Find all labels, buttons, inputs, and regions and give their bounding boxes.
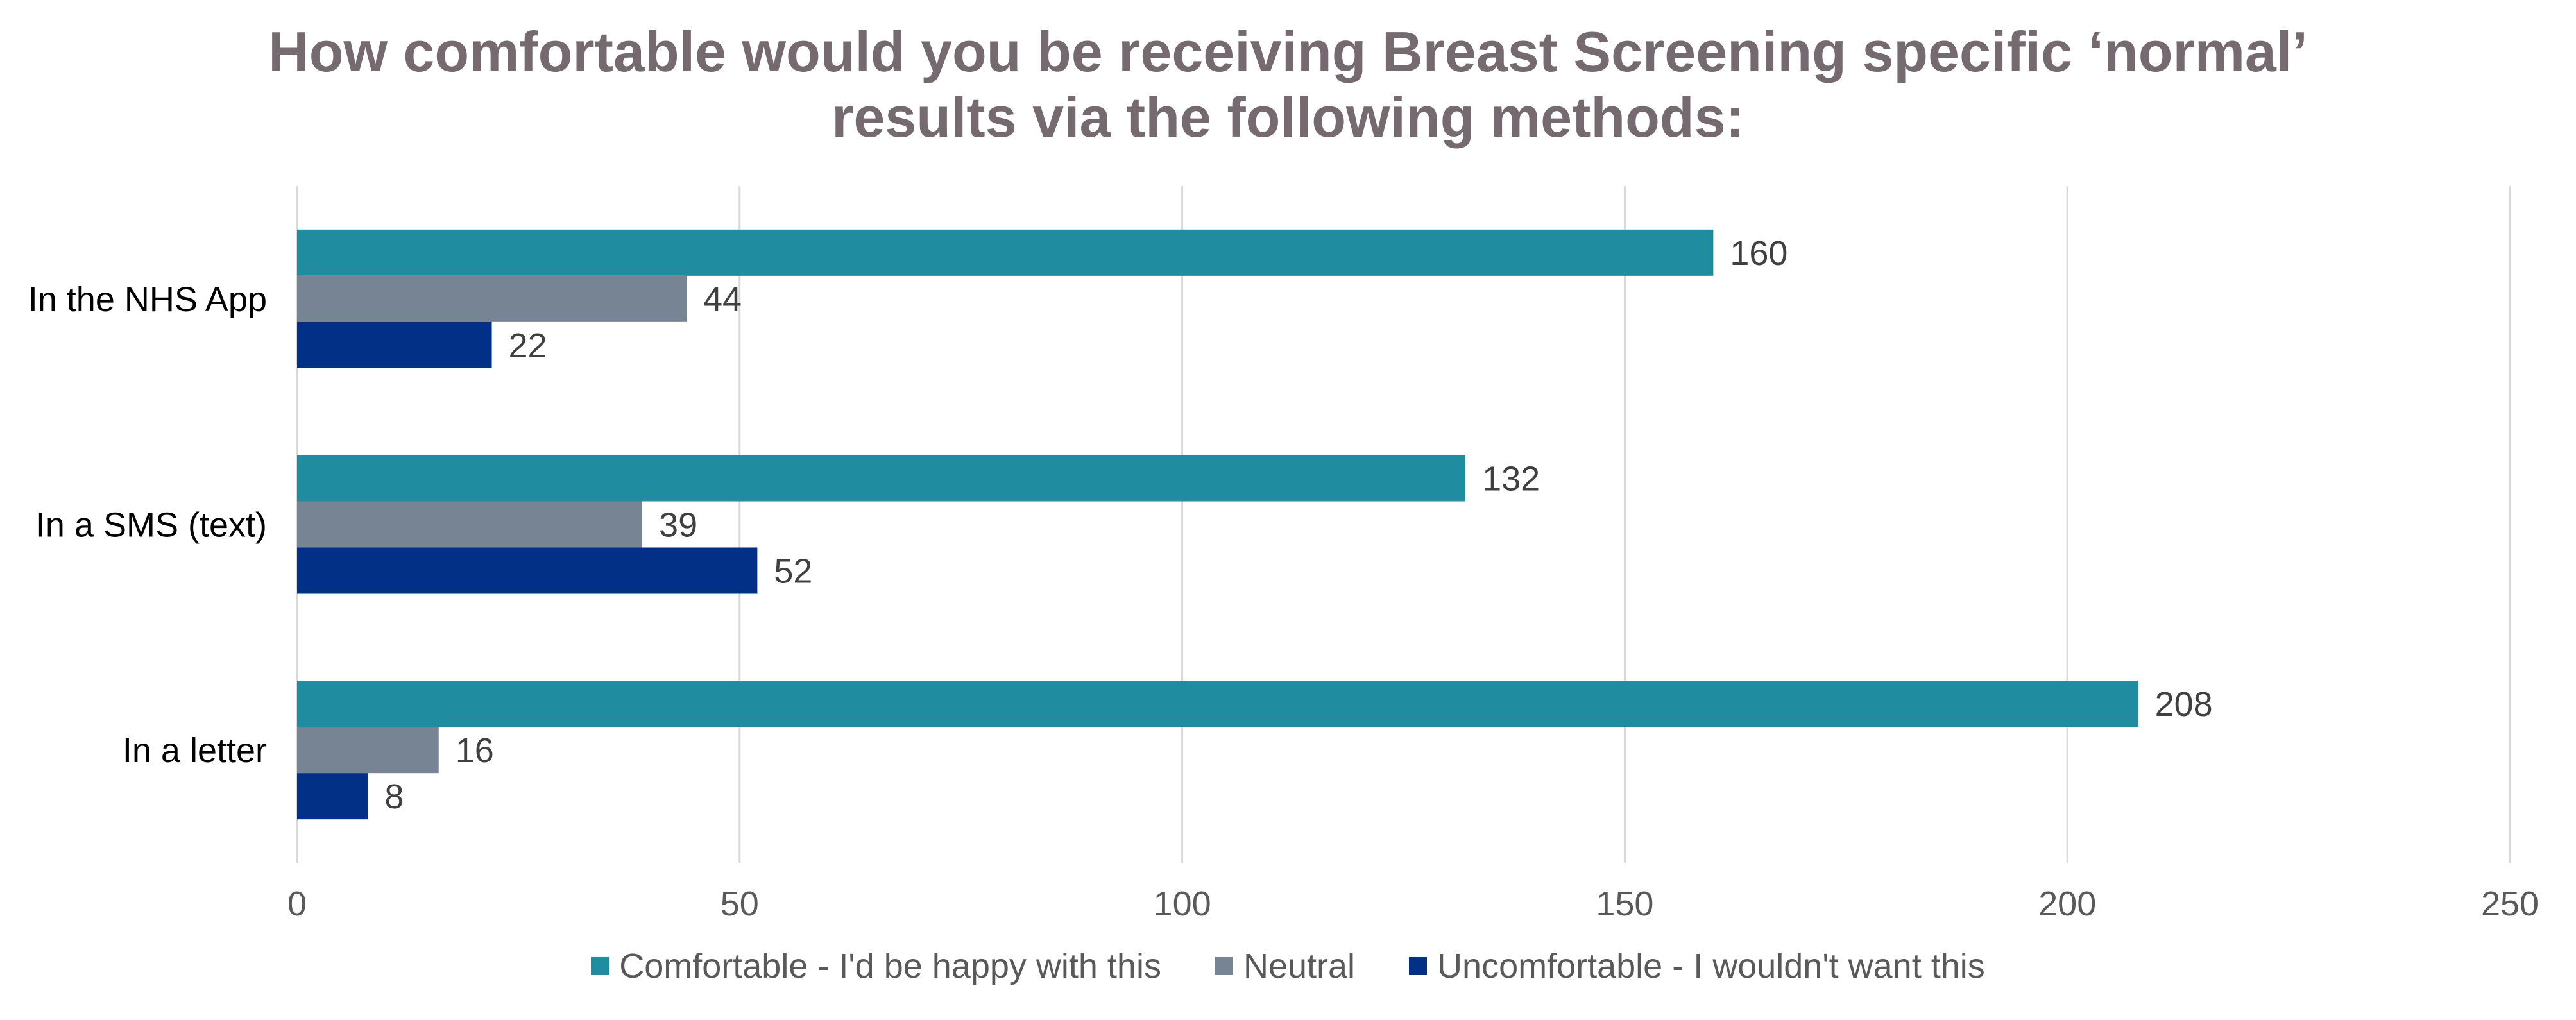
bar bbox=[297, 681, 2138, 727]
chart-title: How comfortable would you be receiving B… bbox=[0, 19, 2576, 150]
legend-swatch bbox=[1409, 957, 1428, 975]
x-tick-label: 200 bbox=[2038, 885, 2096, 923]
bar bbox=[297, 321, 492, 368]
data-label: 39 bbox=[659, 506, 697, 545]
labels: 0 50 100 150 200 250 In the NHS App 160 44 22 In a… bbox=[28, 234, 2539, 923]
bars bbox=[297, 229, 2138, 820]
bar bbox=[297, 501, 643, 548]
bar bbox=[297, 727, 439, 774]
legend-label: Neutral bbox=[1243, 947, 1356, 985]
x-tick-label: 100 bbox=[1154, 885, 1211, 923]
bar bbox=[297, 275, 687, 322]
x-tick-label: 50 bbox=[721, 885, 759, 923]
legend-item: Neutral bbox=[1215, 946, 1355, 986]
data-label: 52 bbox=[774, 552, 812, 591]
data-label: 16 bbox=[456, 731, 494, 770]
data-label: 8 bbox=[384, 778, 404, 816]
chart-title-line-2: results via the following methods: bbox=[832, 85, 1744, 149]
bar bbox=[297, 455, 1466, 502]
bar bbox=[297, 229, 1714, 276]
legend-item: Comfortable - I'd be happy with this bbox=[591, 946, 1161, 986]
category-label: In the NHS App bbox=[28, 280, 267, 319]
data-label: 44 bbox=[703, 280, 742, 319]
bar bbox=[297, 773, 368, 820]
x-tick-label: 0 bbox=[287, 885, 307, 923]
legend-item: Uncomfortable - I wouldn't want this bbox=[1409, 946, 1985, 986]
data-label: 208 bbox=[2155, 685, 2213, 724]
x-tick-label: 150 bbox=[1596, 885, 1653, 923]
legend-swatch bbox=[1215, 957, 1233, 975]
category-label: In a SMS (text) bbox=[36, 506, 267, 545]
legend-label: Comfortable - I'd be happy with this bbox=[619, 947, 1161, 985]
chart-title-line-1: How comfortable would you be receiving B… bbox=[268, 20, 2308, 83]
data-label: 22 bbox=[509, 327, 547, 365]
legend-label: Uncomfortable - I wouldn't want this bbox=[1437, 947, 1985, 985]
bar bbox=[297, 547, 758, 594]
legend-swatch bbox=[591, 957, 610, 975]
data-label: 160 bbox=[1730, 234, 1787, 273]
data-label: 132 bbox=[1482, 460, 1540, 498]
chart-legend: Comfortable - I'd be happy with this Neut… bbox=[0, 946, 2576, 986]
category-label: In a letter bbox=[123, 731, 267, 770]
x-tick-label: 250 bbox=[2481, 885, 2539, 923]
